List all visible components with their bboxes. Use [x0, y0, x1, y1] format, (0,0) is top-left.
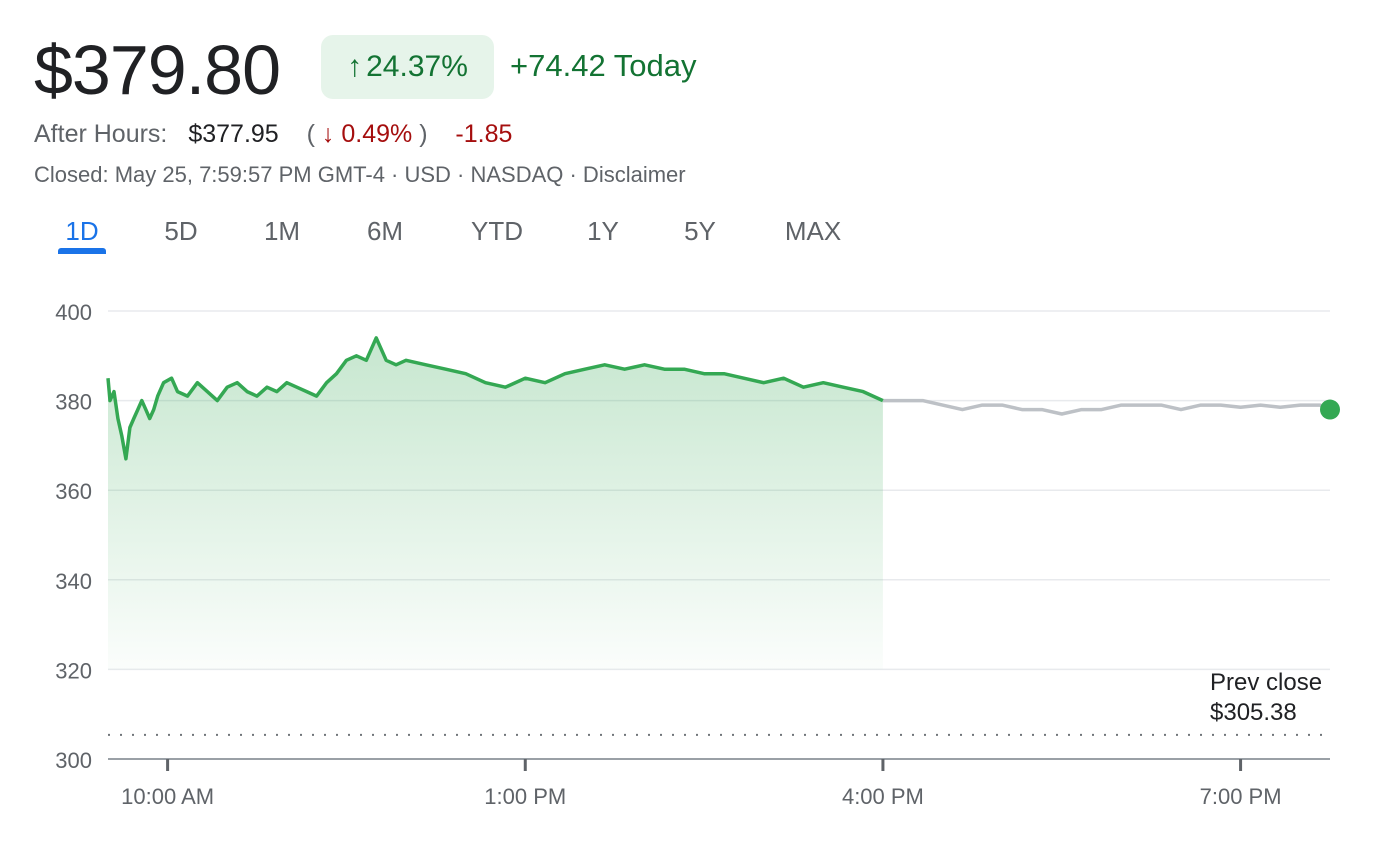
- after-hours-row: After Hours: $377.95 ( ↓ 0.49% ) -1.85: [34, 116, 512, 152]
- after-hours-close-paren: ): [419, 120, 428, 148]
- y-tick-label: 340: [55, 569, 92, 594]
- tab-1m[interactable]: 1M: [263, 216, 301, 246]
- prev-close-annotation: Prev close $305.38: [1210, 668, 1322, 728]
- current-price-dot: [1320, 399, 1340, 420]
- market-status-line: Closed: May 25, 7:59:57 PM GMT-4 · USD ·…: [34, 162, 686, 187]
- prev-close-label: Prev close: [1210, 669, 1323, 696]
- active-tab-indicator: [58, 248, 106, 254]
- regular-session-line: [106, 336, 884, 461]
- price-chart: 400 380 360 340 320 300 10:00 AM 1:00 PM 4:00 PM…: [55, 300, 1340, 809]
- up-arrow-icon: ↑: [347, 50, 363, 83]
- after-hours-price: $377.95: [188, 120, 279, 148]
- y-tick-label: 400: [55, 300, 92, 325]
- x-tick-label: 4:00 PM: [842, 784, 924, 809]
- tab-5y[interactable]: 5Y: [684, 216, 716, 246]
- prev-close-value: $305.38: [1210, 699, 1297, 726]
- tab-5d[interactable]: 5D: [164, 216, 198, 246]
- tab-ytd[interactable]: YTD: [471, 216, 523, 246]
- tab-max[interactable]: MAX: [784, 216, 842, 246]
- change-today: +74.42 Today: [510, 48, 697, 83]
- regular-session-area: [108, 337, 883, 670]
- range-tabs: 1D 5D 1M 6M YTD 1Y 5Y MAX: [0, 210, 900, 258]
- y-tick-label: 320: [55, 658, 92, 683]
- change-percent-badge: ↑ 24.37%: [321, 35, 494, 99]
- down-arrow-icon: ↓: [321, 120, 335, 148]
- tab-6m[interactable]: 6M: [366, 216, 404, 246]
- current-price: $379.80: [34, 31, 281, 109]
- y-tick-label: 360: [55, 479, 92, 504]
- after-hours-label: After Hours:: [34, 120, 168, 148]
- tab-1d[interactable]: 1D: [65, 216, 99, 246]
- after-hours-open-paren: (: [306, 120, 315, 148]
- x-tick-label: 7:00 PM: [1200, 784, 1282, 809]
- after-hours-percent: 0.49%: [341, 120, 413, 148]
- after-hours-change: -1.85: [455, 120, 513, 148]
- y-tick-label: 380: [55, 390, 92, 415]
- tab-1y[interactable]: 1Y: [587, 216, 619, 246]
- x-tick-label: 10:00 AM: [121, 784, 214, 809]
- y-tick-label: 300: [55, 748, 92, 773]
- change-percent: 24.37%: [366, 50, 468, 83]
- x-tick-label: 1:00 PM: [484, 784, 566, 809]
- after-hours-line: [882, 398, 1331, 416]
